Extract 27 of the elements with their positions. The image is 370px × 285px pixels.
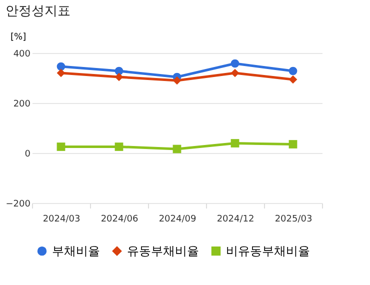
point — [288, 66, 298, 76]
point — [56, 62, 66, 71]
y-tick-label: 0 — [24, 150, 31, 160]
point — [230, 68, 240, 78]
point — [288, 140, 298, 148]
legend-label: 비유동부채비율 — [226, 244, 310, 258]
x-tick-label: 2024/06 — [100, 214, 138, 224]
point — [172, 76, 182, 85]
legend-label: 부채비율 — [52, 244, 100, 258]
point — [56, 68, 66, 78]
legend-label: 유동부채비율 — [127, 244, 199, 258]
x-tick-label: 2025/03 — [274, 214, 312, 224]
point — [114, 72, 124, 82]
x-tick-label: 2024/09 — [158, 214, 196, 224]
point — [114, 142, 124, 151]
point — [172, 144, 182, 154]
x-tick-label: 2024/12 — [216, 214, 254, 224]
x-tick-label: 2024/03 — [42, 214, 80, 224]
point — [288, 75, 298, 84]
y-tick-label: 400 — [13, 50, 31, 60]
point — [230, 59, 240, 68]
y-tick-label: 200 — [13, 100, 31, 110]
y-axis-title: [%] — [10, 32, 26, 42]
y-tick-label: −200 — [6, 200, 31, 210]
point — [56, 142, 66, 151]
point — [230, 139, 240, 148]
chart-title: 안정성지표 — [5, 4, 70, 19]
